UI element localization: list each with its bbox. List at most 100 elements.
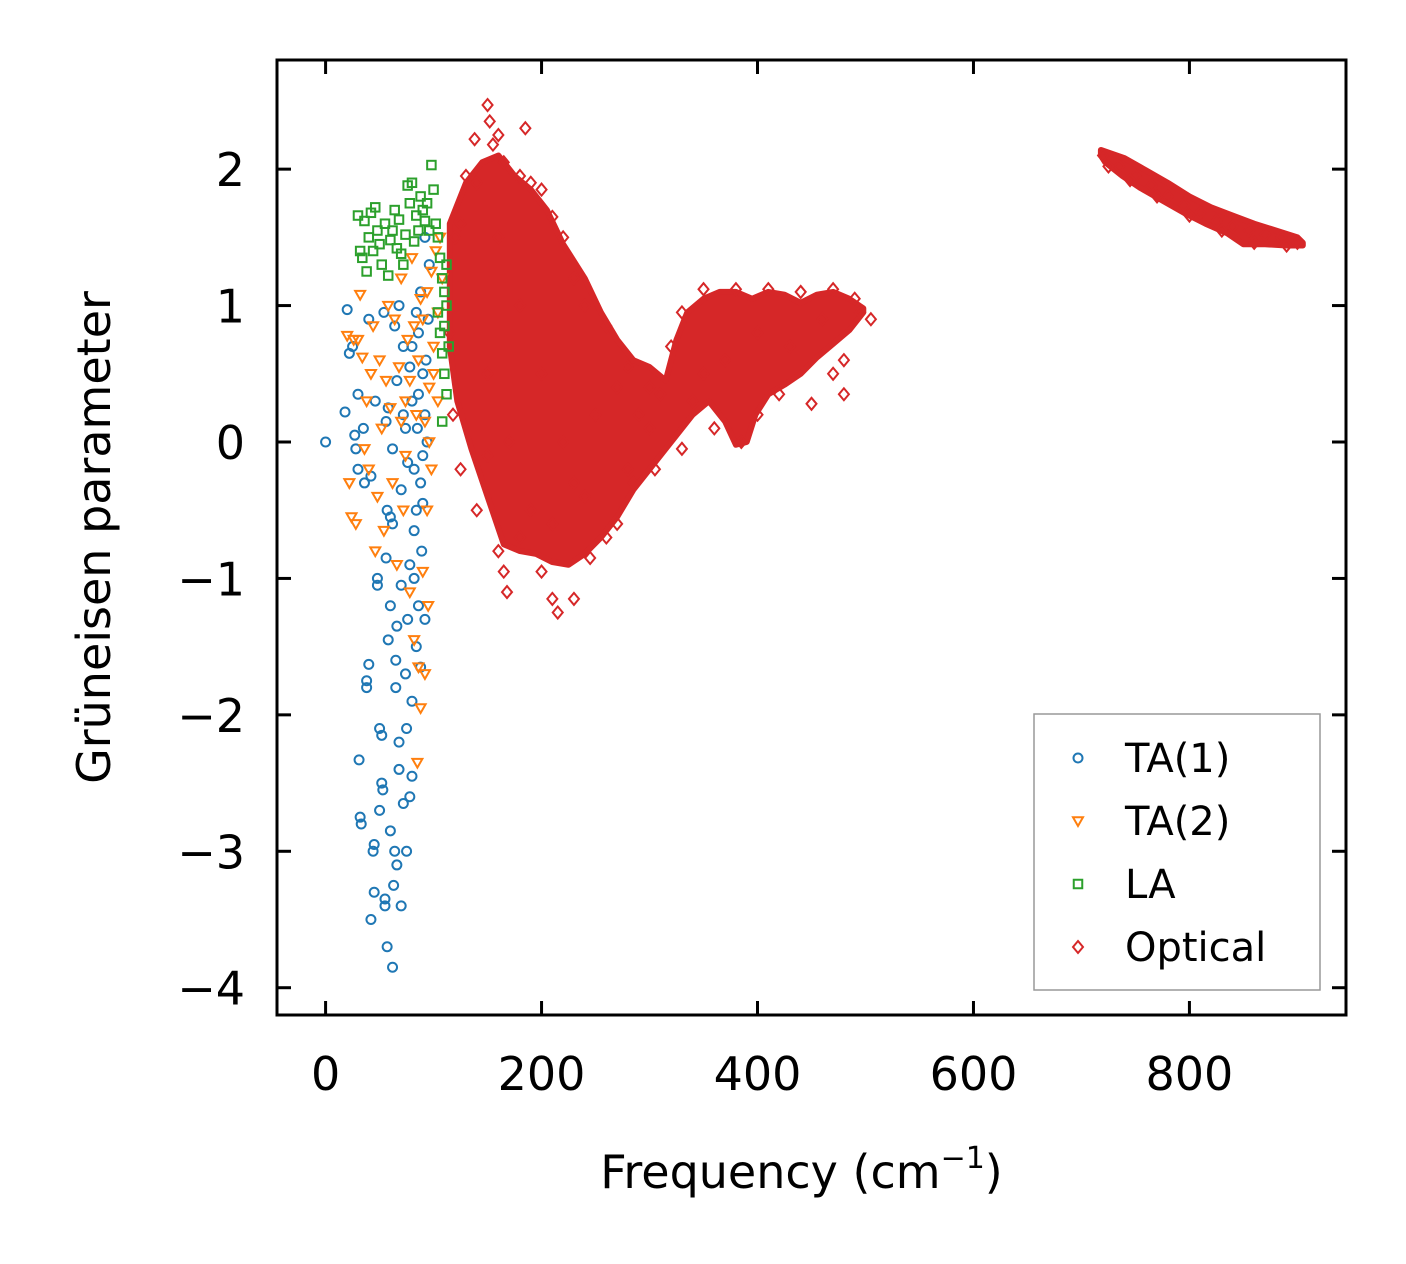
data-point — [372, 225, 383, 236]
data-point — [391, 859, 403, 871]
data-point — [805, 396, 818, 412]
data-point — [497, 154, 511, 170]
data-point — [439, 368, 450, 380]
legend: TA(1) TA(2) LA Optical — [1033, 713, 1321, 991]
data-point — [429, 246, 443, 259]
data-point — [395, 579, 407, 591]
data-point — [772, 386, 786, 402]
data-point — [393, 214, 405, 225]
legend-marker — [1071, 816, 1085, 829]
data-point — [648, 461, 662, 477]
data-point — [357, 252, 368, 264]
data-point — [729, 281, 743, 297]
data-point — [1102, 158, 1115, 174]
data-point — [654, 386, 667, 402]
data-point — [486, 137, 500, 153]
data-point — [385, 478, 400, 490]
data-point — [470, 175, 484, 191]
data-point — [837, 352, 851, 368]
data-point — [848, 291, 861, 307]
data-point — [411, 662, 426, 675]
data-point — [416, 545, 428, 557]
data-point — [359, 396, 374, 409]
data-point — [379, 893, 391, 905]
data-point — [403, 587, 417, 600]
data-point — [1226, 218, 1239, 235]
data-point — [1210, 213, 1223, 229]
data-point — [408, 463, 420, 475]
data-point — [367, 245, 379, 257]
legend-marker — [1072, 752, 1084, 764]
optical-dense-band-0 — [446, 152, 867, 568]
data-point — [382, 270, 394, 281]
data-point — [365, 914, 377, 925]
data-point — [387, 314, 402, 327]
data-point — [415, 477, 427, 489]
legend-item-ta-1-: TA(1) — [1072, 736, 1230, 782]
data-point — [610, 516, 624, 532]
data-point — [551, 604, 565, 621]
data-point — [481, 97, 494, 113]
data-point — [402, 613, 414, 625]
data-point — [1177, 197, 1191, 213]
data-point — [423, 259, 435, 271]
y-axis-label: Grüneisen parameter — [67, 291, 121, 784]
data-point — [500, 584, 514, 600]
data-point — [416, 566, 430, 579]
data-point — [610, 379, 624, 395]
data-point — [815, 311, 829, 327]
data-point — [535, 366, 548, 382]
data-point — [384, 511, 396, 523]
data-point — [424, 464, 439, 477]
y-tick-label: −1 — [177, 552, 245, 606]
data-point — [342, 478, 357, 490]
data-point — [375, 423, 389, 436]
data-point — [374, 723, 386, 734]
legend-label: TA(1) — [1124, 736, 1230, 782]
data-point — [374, 238, 385, 250]
data-point — [419, 215, 431, 227]
data-point — [1129, 168, 1142, 184]
data-point — [412, 600, 424, 612]
data-point — [413, 225, 424, 236]
data-point — [1112, 158, 1126, 174]
data-point — [366, 321, 380, 334]
data-point — [368, 546, 382, 559]
data-point — [1183, 207, 1196, 224]
data-point — [361, 675, 373, 687]
data-point — [389, 204, 400, 216]
data-point — [352, 463, 364, 475]
data-point — [513, 168, 527, 184]
data-point — [390, 560, 404, 572]
data-point — [377, 784, 389, 796]
data-point — [389, 320, 401, 332]
data-point — [524, 502, 538, 518]
data-point — [424, 225, 435, 236]
data-point — [426, 159, 437, 171]
data-point — [380, 552, 392, 564]
data-point — [492, 127, 505, 143]
data-point — [357, 444, 372, 456]
data-point — [361, 682, 373, 694]
data-point — [405, 253, 419, 265]
data-point — [1096, 147, 1110, 164]
data-point — [397, 798, 409, 810]
data-point — [439, 320, 450, 332]
data-point — [643, 379, 656, 395]
data-point — [383, 403, 398, 415]
data-point — [361, 266, 372, 277]
series-la — [352, 159, 454, 427]
data-point — [359, 215, 370, 227]
data-point — [428, 184, 439, 195]
data-point — [556, 229, 570, 245]
data-point — [358, 477, 370, 489]
data-point — [413, 703, 428, 716]
data-point — [417, 450, 429, 462]
data-point — [415, 191, 426, 202]
data-point — [751, 407, 764, 423]
data-point — [362, 464, 376, 477]
data-point — [436, 273, 448, 284]
data-point — [583, 550, 597, 566]
data-point — [524, 175, 538, 191]
